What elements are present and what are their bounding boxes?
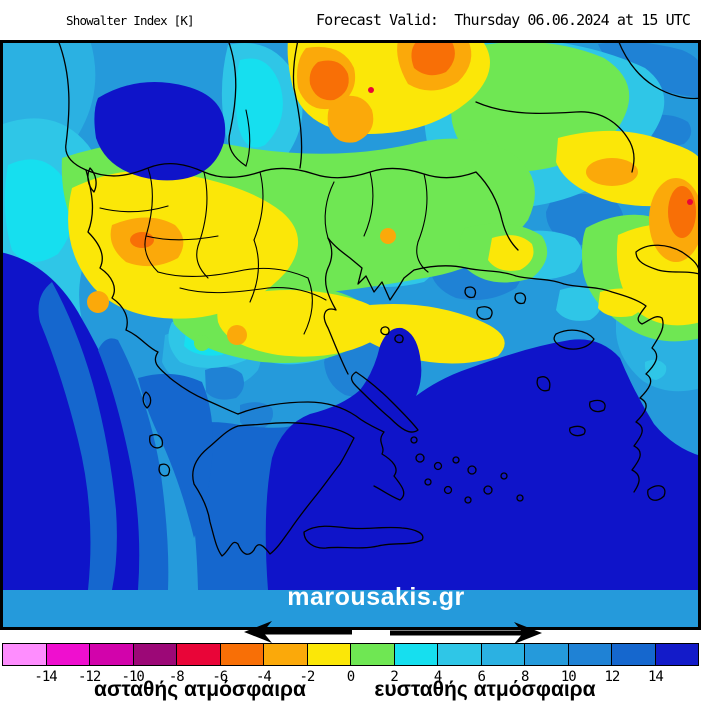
color-scale-segment: [438, 644, 482, 665]
color-scale-tick-label: -12: [77, 669, 101, 685]
region-red-spots: [368, 87, 693, 205]
color-scale-tick-label: 2: [390, 669, 399, 685]
color-scale-segment: [568, 644, 612, 665]
color-scale-tick-label: 12: [604, 669, 620, 685]
color-scale-segment: [655, 644, 698, 665]
showalter-contour-map: [0, 40, 701, 630]
weather-map: marousakis.gr: [0, 40, 701, 630]
color-scale-tick-label: -2: [299, 669, 316, 685]
color-scale-segment: [351, 644, 395, 665]
region-ionian-streaks: [38, 282, 169, 590]
coastlines-and-borders: [57, 40, 701, 557]
color-scale-tick-label: -10: [121, 669, 145, 685]
color-scale-tick-label: 0: [346, 669, 356, 685]
color-scale-tick-label: -6: [212, 669, 228, 685]
forecast-valid-label: Forecast Valid: Thursday 06.06.2024 at 1…: [316, 11, 691, 29]
map-title: Showalter Index [K]: [66, 13, 195, 28]
map-frame: [0, 40, 701, 630]
color-scale: [2, 643, 699, 666]
color-scale-segment: [3, 644, 47, 665]
region-deep-orange: [130, 42, 696, 248]
color-scale-segment: [133, 644, 177, 665]
color-scale-ticks: -14 -12 -10 -8 -6 -4 -2 0 2 4 6 8 10 12 14: [0, 669, 701, 685]
color-scale-tick-label: -8: [168, 669, 185, 685]
arrow-left-icon: [244, 621, 352, 643]
color-scale-tick-label: 14: [648, 669, 664, 685]
watermark: marousakis.gr: [287, 583, 465, 611]
unstable-atmosphere-label: ασταθής ατμόσφαιρα: [94, 678, 306, 701]
header: Showalter Index [K] Forecast Valid: Thur…: [0, 0, 701, 40]
color-scale-segment: [264, 644, 308, 665]
color-scale-segment: [612, 644, 656, 665]
color-scale-segment: [90, 644, 134, 665]
color-scale-tick-label: 6: [477, 669, 486, 685]
color-scale-segment: [177, 644, 221, 665]
color-scale-segment: [46, 644, 90, 665]
color-scale-segment: [220, 644, 264, 665]
color-scale-segment: [481, 644, 525, 665]
stable-atmosphere-label: ευσταθής ατμόσφαιρα: [374, 678, 596, 701]
color-scale-tick-label: 8: [521, 669, 530, 685]
direction-arrows: [244, 621, 542, 644]
color-scale-tick-label: 10: [560, 669, 577, 685]
color-scale-segment: [525, 644, 569, 665]
color-scale-segment: [394, 644, 438, 665]
color-scale-segment: [307, 644, 351, 665]
color-scale-tick-label: -4: [255, 669, 272, 685]
color-scale-tick-label: 4: [433, 669, 443, 685]
arrow-right-icon: [390, 622, 542, 644]
color-scale-tick-label: -14: [34, 669, 57, 685]
